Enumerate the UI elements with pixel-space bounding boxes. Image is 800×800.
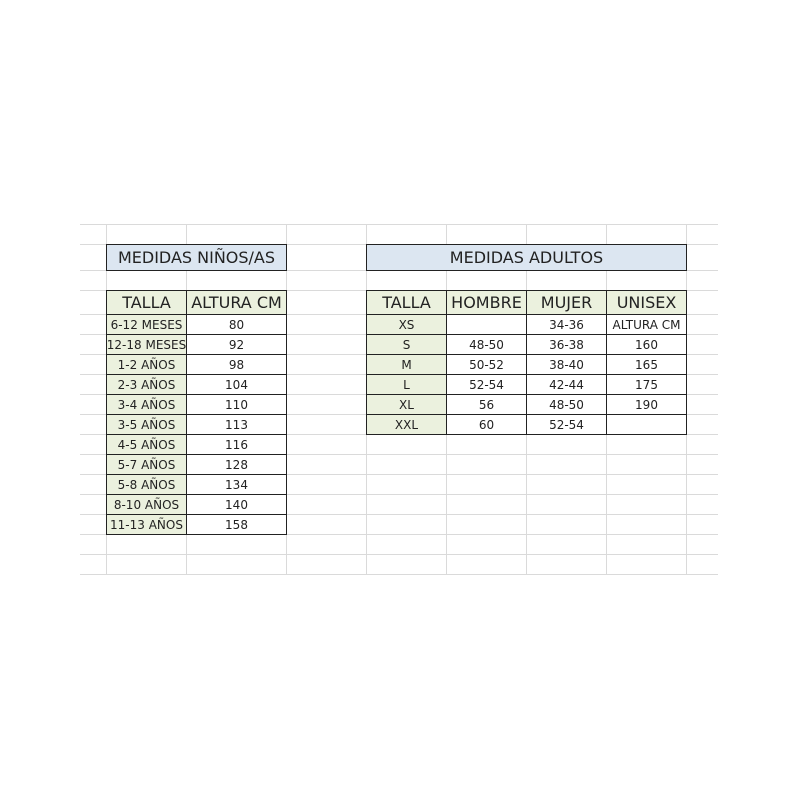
value-cell[interactable]: 104 <box>186 374 287 395</box>
gridline <box>80 534 718 535</box>
value-cell[interactable]: 165 <box>606 354 687 375</box>
size-cell[interactable]: XS <box>366 314 447 335</box>
gridline <box>80 574 718 575</box>
value-cell[interactable]: 56 <box>446 394 527 415</box>
adults-header-unisex[interactable]: UNISEX <box>606 290 687 315</box>
gridline <box>80 454 718 455</box>
value-cell[interactable]: 80 <box>186 314 287 335</box>
size-cell[interactable]: 8-10 AÑOS <box>106 494 187 515</box>
size-cell[interactable]: S <box>366 334 447 355</box>
value-cell[interactable]: 34-36 <box>526 314 607 335</box>
size-cell[interactable]: 11-13 AÑOS <box>106 514 187 535</box>
value-cell[interactable]: ALTURA CM <box>606 314 687 335</box>
value-cell[interactable]: 38-40 <box>526 354 607 375</box>
gridline <box>80 474 718 475</box>
value-cell[interactable]: 158 <box>186 514 287 535</box>
size-cell[interactable]: 3-5 AÑOS <box>106 414 187 435</box>
kids-title[interactable]: MEDIDAS NIÑOS/AS <box>106 244 287 271</box>
gridline <box>80 494 718 495</box>
value-cell[interactable] <box>446 314 527 335</box>
value-cell[interactable]: 48-50 <box>446 334 527 355</box>
size-cell[interactable]: 2-3 AÑOS <box>106 374 187 395</box>
value-cell[interactable]: 98 <box>186 354 287 375</box>
gridline <box>80 514 718 515</box>
value-cell[interactable]: 52-54 <box>526 414 607 435</box>
gridline <box>80 224 718 225</box>
value-cell[interactable] <box>606 414 687 435</box>
value-cell[interactable]: 92 <box>186 334 287 355</box>
value-cell[interactable]: 160 <box>606 334 687 355</box>
adults-title[interactable]: MEDIDAS ADULTOS <box>366 244 687 271</box>
adults-header-hombre[interactable]: HOMBRE <box>446 290 527 315</box>
value-cell[interactable]: 42-44 <box>526 374 607 395</box>
value-cell[interactable]: 134 <box>186 474 287 495</box>
size-cell[interactable]: 6-12 MESES <box>106 314 187 335</box>
size-cell[interactable]: 12-18 MESES <box>106 334 187 355</box>
value-cell[interactable]: 128 <box>186 454 287 475</box>
size-cell[interactable]: L <box>366 374 447 395</box>
kids-header-talla[interactable]: TALLA <box>106 290 187 315</box>
adults-header-mujer[interactable]: MUJER <box>526 290 607 315</box>
value-cell[interactable]: 116 <box>186 434 287 455</box>
size-cell[interactable]: XXL <box>366 414 447 435</box>
value-cell[interactable]: 175 <box>606 374 687 395</box>
size-cell[interactable]: M <box>366 354 447 375</box>
size-cell[interactable]: 4-5 AÑOS <box>106 434 187 455</box>
size-cell[interactable]: 5-8 AÑOS <box>106 474 187 495</box>
value-cell[interactable]: 48-50 <box>526 394 607 415</box>
value-cell[interactable]: 190 <box>606 394 687 415</box>
size-cell[interactable]: XL <box>366 394 447 415</box>
value-cell[interactable]: 36-38 <box>526 334 607 355</box>
kids-header-altura-cm[interactable]: ALTURA CM <box>186 290 287 315</box>
value-cell[interactable]: 50-52 <box>446 354 527 375</box>
size-cell[interactable]: 1-2 AÑOS <box>106 354 187 375</box>
value-cell[interactable]: 60 <box>446 414 527 435</box>
size-cell[interactable]: 3-4 AÑOS <box>106 394 187 415</box>
value-cell[interactable]: 110 <box>186 394 287 415</box>
size-cell[interactable]: 5-7 AÑOS <box>106 454 187 475</box>
value-cell[interactable]: 140 <box>186 494 287 515</box>
value-cell[interactable]: 52-54 <box>446 374 527 395</box>
gridline <box>80 554 718 555</box>
adults-header-talla[interactable]: TALLA <box>366 290 447 315</box>
value-cell[interactable]: 113 <box>186 414 287 435</box>
